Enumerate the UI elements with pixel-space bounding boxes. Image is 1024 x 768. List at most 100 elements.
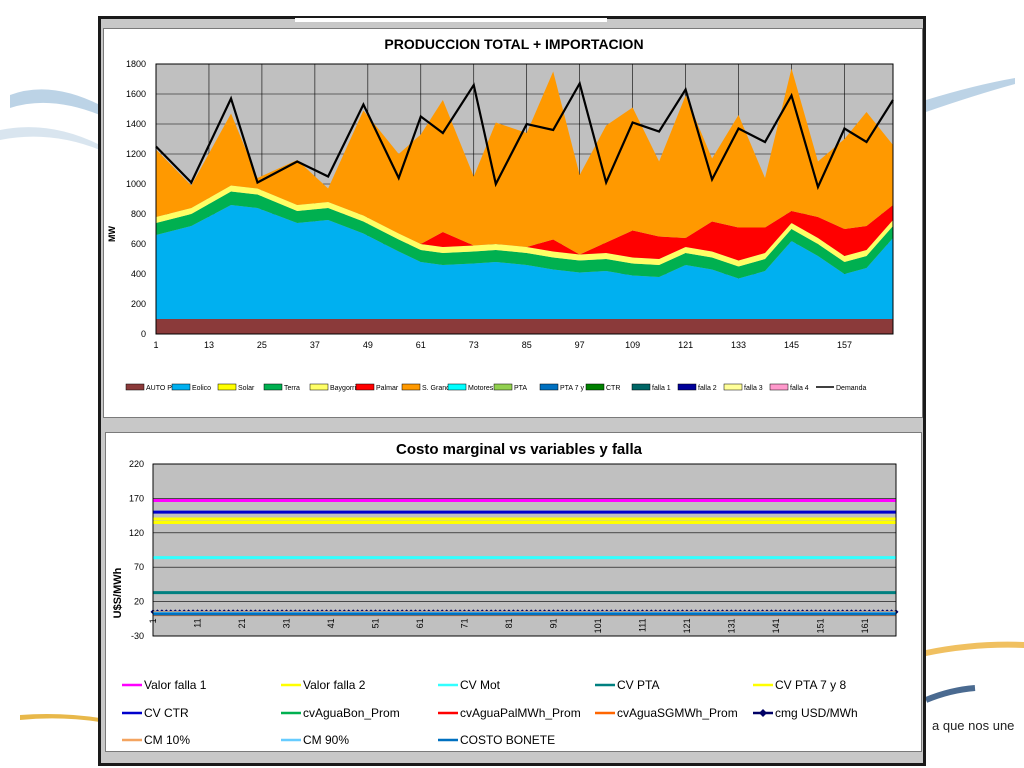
- legend-label: PTA 7 y 8: [560, 385, 590, 392]
- y-axis-label: U$S/MWh: [112, 567, 124, 618]
- legend-label: falla 3: [744, 385, 763, 392]
- legend-swatch: [723, 383, 743, 391]
- legend-swatch: [401, 383, 421, 391]
- area-palmar: [156, 185, 893, 261]
- legend-label: cvAguaPalMWh_Prom: [460, 706, 581, 720]
- legend-label: CV CTR: [144, 706, 189, 720]
- y-tick-label: 200: [131, 299, 146, 309]
- legend-swatch: [263, 383, 283, 391]
- x-tick-label: 121: [678, 340, 693, 350]
- area-s-grande: [156, 68, 893, 255]
- x-tick-label: 49: [363, 340, 373, 350]
- legend-label: Eolico: [192, 385, 211, 392]
- y-tick-label: 1000: [126, 179, 146, 189]
- legend-swatch: [171, 383, 191, 391]
- x-tick-label: 85: [522, 340, 532, 350]
- legend-swatch: [631, 383, 651, 391]
- legend-label: Demanda: [836, 385, 866, 392]
- x-tick-label: 61: [416, 340, 426, 350]
- chart-title: PRODUCCION TOTAL + IMPORTACION: [384, 36, 643, 52]
- legend-swatch: [539, 383, 559, 391]
- plot-border: [152, 463, 897, 637]
- x-tick-label: 101: [593, 618, 603, 633]
- legend-label: falla 1: [652, 385, 671, 392]
- legend-swatch: [309, 383, 329, 391]
- line-demanda: [155, 80, 894, 191]
- x-tick-label: 151: [815, 618, 825, 633]
- x-tick-label: 31: [281, 618, 291, 628]
- y-tick-label: -30: [131, 631, 144, 641]
- legend-label: falla 4: [790, 385, 809, 392]
- legend-label: Motores: [468, 385, 494, 392]
- x-tick-label: 61: [415, 618, 425, 628]
- x-tick-label: 111: [637, 618, 647, 632]
- y-tick-label: 600: [131, 239, 146, 249]
- logo-tagline: a que nos une: [932, 718, 1015, 733]
- x-tick-label: 97: [575, 340, 585, 350]
- legend-swatch: [769, 383, 789, 391]
- legend-swatch: [585, 383, 605, 391]
- x-tick-label: 71: [459, 618, 469, 628]
- x-tick-label: 157: [837, 340, 852, 350]
- y-tick-label: 1800: [126, 59, 146, 69]
- top-tab-strip: [295, 18, 607, 22]
- area-eolico: [156, 205, 893, 319]
- y-tick-label: 70: [134, 562, 144, 572]
- marginal-cost-chart: Costo marginal vs variables y falla U$S/…: [112, 441, 899, 747]
- production-chart-box: PRODUCCION TOTAL + IMPORTACION MW 0 200 40…: [103, 28, 923, 418]
- legend-label: Palmar: [376, 385, 399, 392]
- x-tick-label: 1: [153, 340, 158, 350]
- x-tick-label: 51: [370, 618, 380, 628]
- legend-marker: [759, 709, 767, 717]
- area-terra: [156, 191, 893, 279]
- legend-label: cvAguaBon_Prom: [303, 706, 400, 720]
- x-tick-label: 145: [784, 340, 799, 350]
- y-tick-label: 220: [129, 459, 144, 469]
- x-tick-label: 141: [771, 618, 781, 633]
- legend-label: CV PTA 7 y 8: [775, 678, 846, 692]
- x-tick-label: 21: [237, 618, 247, 628]
- area-baygorria: [156, 185, 893, 267]
- legend-label: PTA: [514, 385, 527, 392]
- x-tick-label: 37: [310, 340, 320, 350]
- legend-label: CV PTA: [617, 678, 659, 692]
- legend-label: cmg USD/MWh: [775, 706, 858, 720]
- legend: Valor falla 1 Valor falla 2 CV Mot CV PTA CV…: [122, 678, 858, 747]
- y-tick-label: 170: [129, 493, 144, 503]
- legend-label: CM 10%: [144, 733, 190, 747]
- plot-background: [152, 463, 897, 637]
- legend-swatch: [447, 383, 467, 391]
- legend-label: CTR: [606, 385, 620, 392]
- legend-swatch: [677, 383, 697, 391]
- legend-swatch: [355, 383, 375, 391]
- y-tick-label: 1200: [126, 149, 146, 159]
- x-tick-label: 13: [204, 340, 214, 350]
- x-tick-label: 121: [682, 618, 692, 633]
- x-tick-label: 41: [326, 618, 336, 628]
- legend-label: Valor falla 2: [303, 678, 366, 692]
- y-tick-label: 400: [131, 269, 146, 279]
- x-tick-label: 25: [257, 340, 267, 350]
- legend-swatch: [217, 383, 237, 391]
- chart-title: Costo marginal vs variables y falla: [396, 441, 643, 458]
- y-tick-label: 20: [134, 597, 144, 607]
- y-tick-label: 1400: [126, 119, 146, 129]
- plot-area: 0 200 400 600 800 1000 1200 1400 1600 1800 1 13 25 37…: [126, 59, 894, 350]
- legend-label: S. Grande: [422, 385, 454, 392]
- legend-label: falla 2: [698, 385, 717, 392]
- legend-label: Solar: [238, 385, 255, 392]
- x-tick-label: 131: [726, 618, 736, 633]
- y-tick-label: 1600: [126, 89, 146, 99]
- marginal-cost-chart-box: Costo marginal vs variables y falla U$S/…: [105, 432, 922, 752]
- legend-label: Terra: [284, 385, 300, 392]
- legend-label: CV Mot: [460, 678, 501, 692]
- legend: AUTO PROD Eolico Solar Terra Baygorria Palmar…: [125, 383, 866, 392]
- area-auto-prod: [156, 319, 893, 334]
- legend-label: Valor falla 1: [144, 678, 207, 692]
- production-chart: PRODUCCION TOTAL + IMPORTACION MW 0 200 40…: [107, 36, 894, 392]
- x-tick-label: 73: [469, 340, 479, 350]
- x-tick-label: 81: [504, 618, 514, 628]
- x-tick-label: 161: [860, 618, 870, 633]
